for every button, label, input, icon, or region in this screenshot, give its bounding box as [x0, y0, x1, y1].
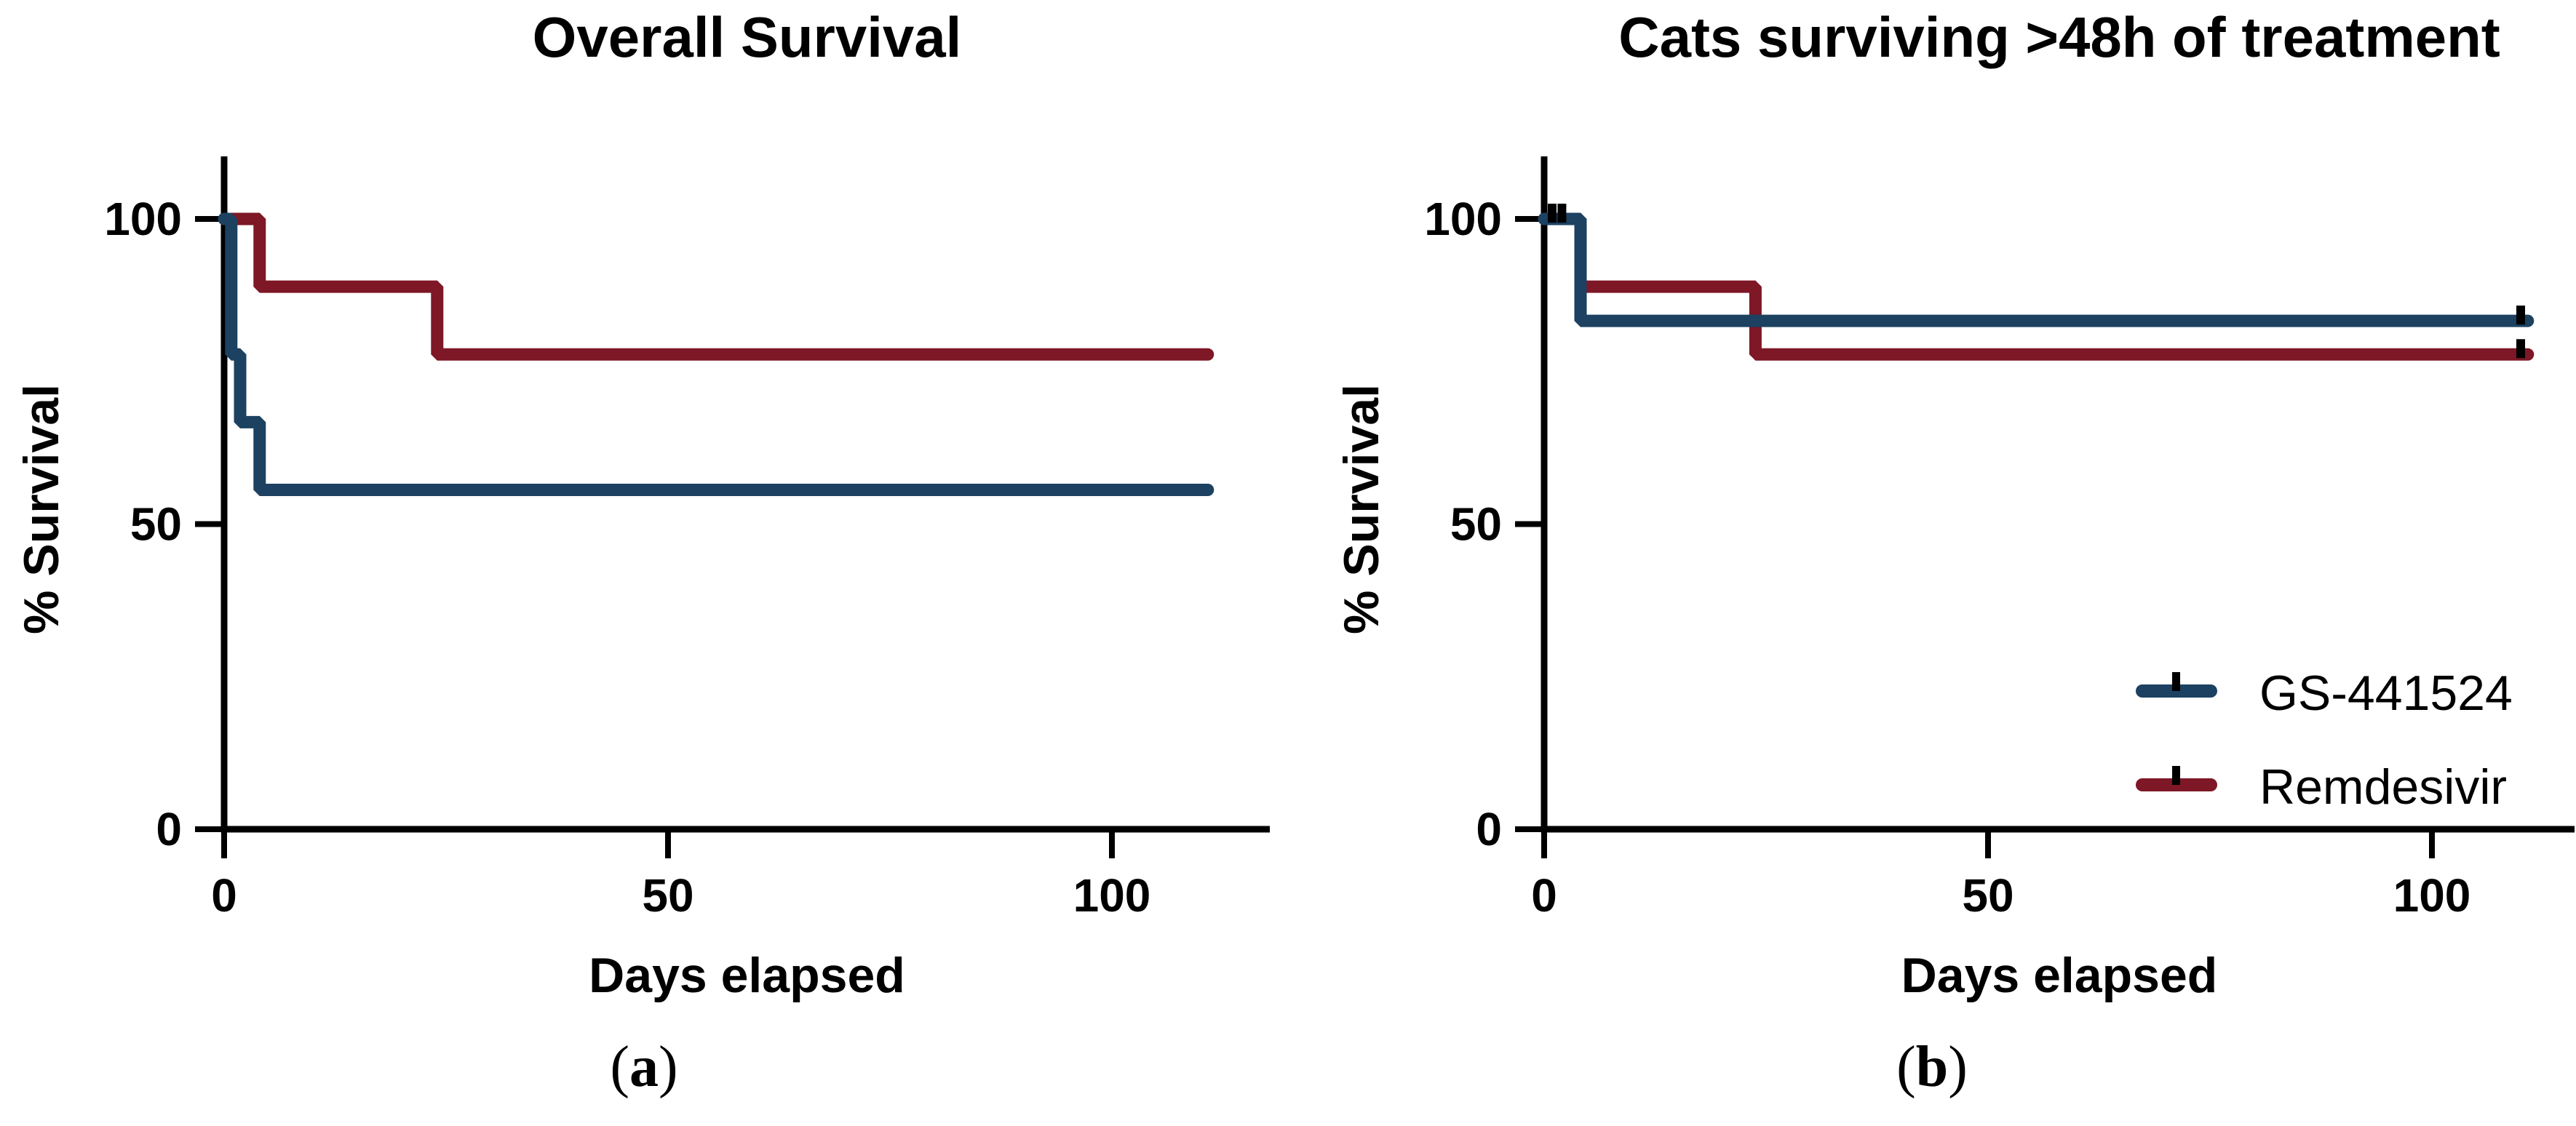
- caption-a: (a): [0, 1034, 1288, 1101]
- survival-plot-svg-a: 0 50 100 0 50 100: [104, 156, 1270, 922]
- caption-letter: b: [1915, 1035, 1949, 1099]
- censor-tick-icon: [2516, 306, 2525, 325]
- x-axis-label: Days elapsed: [1901, 948, 2218, 1003]
- x-tick-label: 0: [1531, 869, 1557, 922]
- x-tick-label: 50: [1962, 869, 2014, 922]
- y-tick-label: 0: [1476, 803, 1502, 855]
- censor-tick-icon: [2172, 672, 2180, 691]
- x-tick-label: 0: [211, 869, 237, 922]
- legend-label-remdesivir: Remdesivir: [2259, 759, 2508, 815]
- plot-title: Overall Survival: [532, 5, 962, 69]
- x-tick-label: 100: [2393, 869, 2471, 922]
- censor-tick-icon: [2172, 766, 2180, 785]
- axis-spine: [1541, 156, 2575, 833]
- survival-curve-gs-441524: [218, 212, 1215, 496]
- remdesivir-line-swatch-icon: [2136, 766, 2217, 791]
- plot-title: Cats surviving >48h of treatment: [1618, 5, 2500, 69]
- legend-label-gs441524: GS-441524: [2259, 666, 2513, 721]
- survival-curve-remdesivir: [218, 212, 1215, 361]
- x-axis-label: Days elapsed: [589, 948, 905, 1003]
- caption-open-paren: (: [1896, 1035, 1916, 1099]
- gs441524-line-swatch-icon: [2136, 672, 2217, 698]
- survival-curve-remdesivir: [1538, 212, 2535, 361]
- panel-overall-survival: 0 50 100 0 50 100 Overall Survival % Survival…: [0, 5, 1288, 1101]
- axis-spine: [220, 156, 1270, 833]
- y-tick-label: 100: [1424, 193, 1502, 245]
- y-tick-label: 100: [104, 193, 182, 245]
- caption-letter: a: [629, 1035, 659, 1099]
- caption-close-paren: ): [1948, 1035, 1968, 1099]
- censor-tick-icon: [1557, 204, 1567, 223]
- panel-survivors-48h: 0 50 100 0 50 100 Cats surviving >48h of trea…: [1288, 0, 2576, 1126]
- caption-b: (b): [1288, 1034, 2576, 1101]
- x-tick-label: 50: [642, 869, 693, 922]
- censor-tick-icon: [1547, 204, 1557, 223]
- x-tick-label: 100: [1073, 869, 1151, 922]
- y-axis-label: % Survival: [1334, 384, 1389, 634]
- y-tick-label: 0: [156, 803, 182, 855]
- caption-open-paren: (: [610, 1035, 629, 1099]
- survival-curve-gs-441524: [1538, 212, 2535, 327]
- caption-close-paren: ): [659, 1035, 678, 1099]
- y-axis-label: % Survival: [14, 384, 69, 634]
- survival-plot-svg-b: 0 50 100 0 50 100: [1424, 156, 2575, 922]
- y-tick-label: 50: [1450, 498, 1502, 551]
- y-tick-label: 50: [130, 498, 182, 551]
- censor-tick-icon: [2516, 339, 2525, 359]
